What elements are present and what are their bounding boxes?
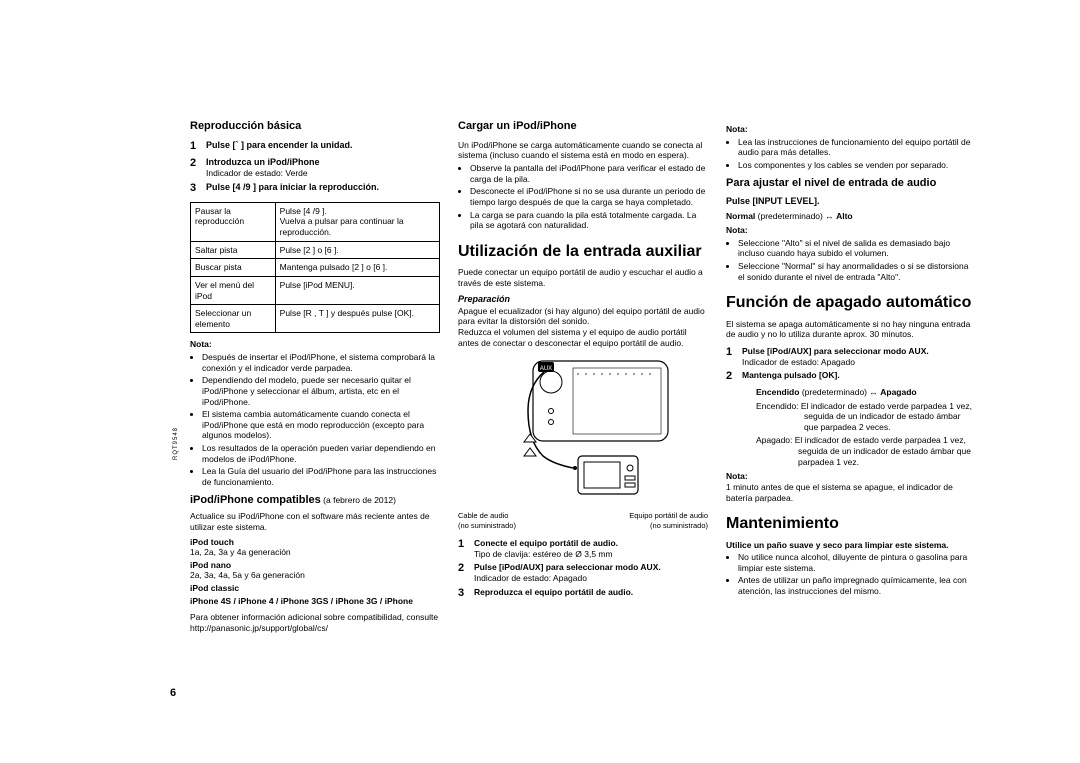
step-num: 2 [458, 562, 468, 583]
nota-label: Nota: [726, 471, 974, 482]
aux-step-2: Pulse [iPod/AUX] para seleccionar modo A… [474, 562, 661, 572]
doc-code: RQT9548 [173, 427, 181, 460]
caption-left: Cable de audio (no suministrado) [458, 511, 571, 530]
list-item: Lea las instrucciones de funcionamiento … [738, 137, 974, 158]
compat-gen: 1a, 2a, 3a y 4a generación [190, 547, 291, 557]
heading-compat: iPod/iPhone compatibles (a febrero de 20… [190, 494, 440, 508]
page: Reproducción básica 1 Pulse [` ] para enc… [0, 0, 1080, 763]
aux-step-1: Conecte el equipo portátil de audio. [474, 538, 618, 548]
step-num: 1 [726, 346, 736, 367]
caption-right: Equipo portátil de audio (no suministrad… [583, 511, 708, 530]
connection-diagram: AUX Cable de audio (no suministrado) Equ… [458, 356, 708, 530]
list-item: Seleccione "Alto" si el nivel de salida … [738, 238, 974, 259]
section-number: 6 [170, 687, 176, 701]
heading-aux: Utilización de la entrada auxiliar [458, 243, 708, 261]
list-item: Desconecte el iPod/iPhone si no se usa d… [470, 186, 708, 207]
nota3-text: 1 minuto antes de que el sistema se apag… [726, 482, 974, 503]
column-3: Nota: Lea las instrucciones de funcionam… [726, 120, 974, 713]
step-2-text: Introduzca un iPod/iPhone [206, 157, 320, 167]
cell: Pulse [iPod MENU]. [275, 276, 439, 304]
heading-cargar: Cargar un iPod/iPhone [458, 120, 708, 134]
nota-label: Nota: [726, 225, 974, 236]
compat-item: iPod nano [190, 560, 231, 570]
func-opts: Encendido (predeterminado) ↔ Apagado [756, 387, 974, 398]
ajustar-opts: Normal (predeterminado) ↔ Alto [726, 211, 974, 222]
cargar-list: Observe la pantalla del iPod/iPhone para… [458, 163, 708, 231]
column-2: Cargar un iPod/iPhone Un iPod/iPhone se … [458, 120, 708, 713]
list-item: Lea la Guía del usuario del iPod/iPhone … [202, 466, 440, 487]
func-step-2: Mantenga pulsado [OK]. [742, 370, 840, 380]
aux-step-2-sub: Indicador de estado: Apagado [474, 573, 587, 583]
compat-item: iPod touch [190, 537, 234, 547]
nota-list: Seleccione "Alto" si el nivel de salida … [726, 238, 974, 283]
heading-reproduccion: Reproducción básica [190, 120, 440, 134]
ajustar-step: Pulse [INPUT LEVEL]. [726, 196, 974, 207]
nota-label: Nota: [726, 124, 974, 135]
step-num: 3 [190, 182, 200, 196]
funcion-text: El sistema se apaga automáticamente si n… [726, 319, 974, 340]
list-item: Seleccione "Normal" si hay anormalidades… [738, 261, 974, 282]
list-item: Observe la pantalla del iPod/iPhone para… [470, 163, 708, 184]
prep-label: Preparación [458, 294, 708, 305]
cell: Saltar pista [191, 241, 276, 259]
footnote-compat: Para obtener información adicional sobre… [190, 612, 440, 633]
nota-label: Nota: [190, 339, 440, 350]
list-item: La carga se para cuando la pila está tot… [470, 210, 708, 231]
heading-funcion: Función de apagado automático [726, 294, 974, 312]
step-2-sub: Indicador de estado: Verde [206, 168, 308, 178]
compat-title: iPod/iPhone compatibles [190, 494, 321, 506]
aux-step-1-sub: Tipo de clavija: estéreo de Ø 3,5 mm [474, 549, 613, 559]
aux-label: AUX [540, 366, 552, 372]
heading-ajustar: Para ajustar el nivel de entrada de audi… [726, 177, 974, 191]
list-item: Dependiendo del modelo, puede ser necesa… [202, 375, 440, 407]
compat-item: iPod classic [190, 583, 239, 593]
list-item: No utilice nunca alcohol, diluyente de p… [738, 552, 974, 573]
compat-list: iPod touch1a, 2a, 3a y 4a generación iPo… [190, 537, 440, 607]
prep-text: Apague el ecualizador (si hay alguno) de… [458, 306, 708, 349]
cell: Pulse [2 ] o [6 ]. [275, 241, 439, 259]
list-item: El sistema cambia automáticamente cuando… [202, 409, 440, 441]
list-item: Los resultados de la operación pueden va… [202, 443, 440, 464]
compat-gen: 2a, 3a, 4a, 5a y 6a generación [190, 570, 305, 580]
step-3-text: Pulse [4 /9 ] para iniciar la reproducci… [206, 182, 440, 196]
heading-mant: Mantenimiento [726, 515, 974, 533]
diagram-caption: Cable de audio (no suministrado) Equipo … [458, 511, 708, 530]
cell: Mantenga pulsado [2 ] o [6 ]. [275, 259, 439, 277]
list-item: Antes de utilizar un paño impregnado quí… [738, 575, 974, 596]
step-num: 2 [190, 157, 200, 180]
list-item: Los componentes y los cables se venden p… [738, 160, 974, 171]
step-num: 1 [190, 140, 200, 154]
mant-bold: Utilice un paño suave y seco para limpia… [726, 540, 974, 551]
operations-table: Pausar la reproducciónPulse [4 /9 ]. Vue… [190, 202, 440, 334]
cell: Buscar pista [191, 259, 276, 277]
step-num: 1 [458, 538, 468, 559]
cargar-text: Un iPod/iPhone se carga automáticamente … [458, 140, 708, 161]
func-step-1-sub: Indicador de estado: Apagado [742, 357, 855, 367]
step-num: 3 [458, 587, 468, 601]
nota-list: Después de insertar el iPod/iPhone, el s… [190, 352, 440, 488]
compat-date: (a febrero de 2012) [321, 495, 396, 505]
cell: Seleccionar un elemento [191, 305, 276, 333]
compat-intro: Actualice su iPod/iPhone con el software… [190, 511, 440, 532]
aux-step-3: Reproduzca el equipo portátil de audio. [474, 587, 708, 601]
cell: Pulse [4 /9 ]. Vuelva a pulsar para cont… [275, 202, 439, 241]
mant-list: No utilice nunca alcohol, diluyente de p… [726, 552, 974, 597]
step-1-text: Pulse [` ] para encender la unidad. [206, 140, 440, 154]
func-enc: Encendido: El indicador de estado verde … [756, 401, 974, 433]
cell: Ver el menú del iPod [191, 276, 276, 304]
aux-text: Puede conectar un equipo portátil de aud… [458, 267, 708, 288]
func-apa: Apagado: El indicador de estado verde pa… [756, 435, 974, 467]
cell: Pulse [R , T ] y después pulse [OK]. [275, 305, 439, 333]
step-num: 2 [726, 370, 736, 384]
func-step-1: Pulse [iPod/AUX] para seleccionar modo A… [742, 346, 929, 356]
cell: Pausar la reproducción [191, 202, 276, 241]
compat-item: iPhone 4S / iPhone 4 / iPhone 3GS / iPho… [190, 596, 413, 606]
column-1: Reproducción básica 1 Pulse [` ] para enc… [190, 120, 440, 713]
list-item: Después de insertar el iPod/iPhone, el s… [202, 352, 440, 373]
nota-list: Lea las instrucciones de funcionamiento … [726, 137, 974, 171]
